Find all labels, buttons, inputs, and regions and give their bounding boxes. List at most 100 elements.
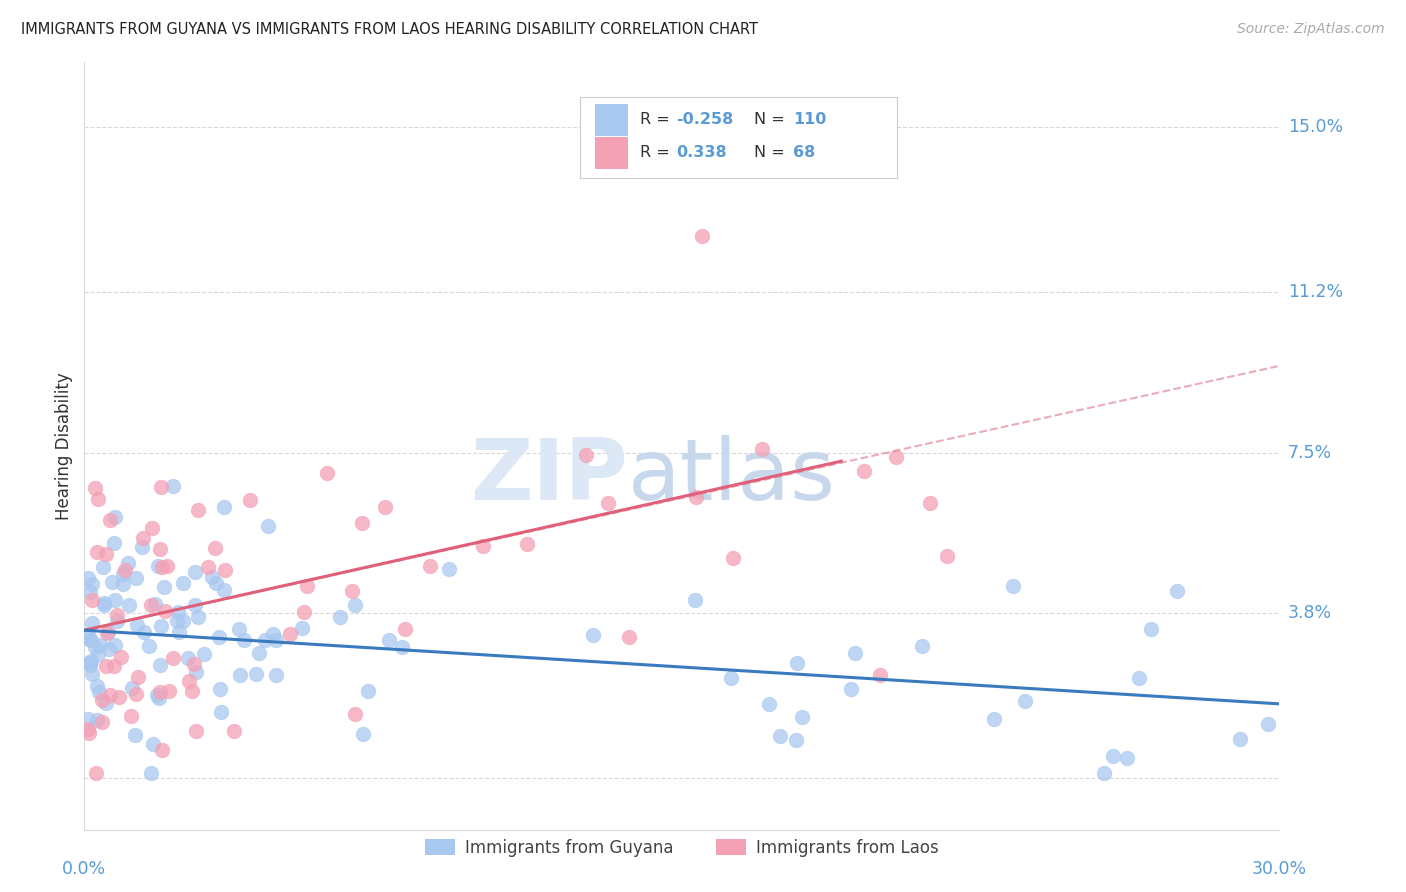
Point: [1257, 717, 1279, 731]
FancyBboxPatch shape: [581, 97, 897, 178]
Point: [91, 715, 114, 730]
Point: [111, 577, 134, 591]
Point: [143, 598, 166, 612]
Point: [141, 521, 163, 535]
Text: R =: R =: [640, 112, 675, 128]
Point: [103, 659, 125, 673]
Point: [132, 624, 155, 639]
Text: 7.5%: 7.5%: [1288, 443, 1331, 461]
Point: [239, 493, 262, 508]
Point: [79, 656, 101, 670]
Text: 0.0%: 0.0%: [62, 860, 107, 878]
Point: [786, 656, 808, 670]
Point: [87, 647, 110, 661]
Text: 0.338: 0.338: [676, 145, 727, 161]
Text: 11.2%: 11.2%: [1288, 283, 1343, 301]
Point: [124, 728, 146, 742]
Point: [852, 464, 875, 478]
Point: [149, 684, 172, 698]
Point: [769, 729, 792, 743]
Point: [117, 556, 139, 570]
Point: [127, 618, 149, 632]
Point: [104, 638, 127, 652]
Point: [257, 519, 280, 533]
Point: [350, 516, 373, 530]
Point: [983, 712, 1005, 726]
Point: [184, 724, 207, 739]
Point: [1115, 751, 1137, 765]
Point: [98, 513, 121, 527]
Point: [582, 628, 605, 642]
Text: IMMIGRANTS FROM GUYANA VS IMMIGRANTS FROM LAOS HEARING DISABILITY CORRELATION CH: IMMIGRANTS FROM GUYANA VS IMMIGRANTS FRO…: [21, 22, 758, 37]
Point: [149, 658, 172, 673]
Point: [209, 705, 232, 719]
Point: [297, 579, 319, 593]
Point: [155, 604, 177, 618]
Point: [315, 466, 337, 480]
Point: [96, 696, 118, 710]
Point: [125, 687, 148, 701]
Point: [86, 766, 108, 780]
Point: [264, 667, 287, 681]
Point: [98, 641, 121, 656]
Point: [77, 628, 100, 642]
Point: [101, 575, 124, 590]
Point: [90, 693, 112, 707]
Point: [721, 550, 744, 565]
Text: atlas: atlas: [628, 435, 837, 518]
Point: [183, 657, 205, 672]
Point: [1128, 671, 1150, 685]
Point: [208, 630, 231, 644]
Point: [214, 563, 236, 577]
Point: [290, 621, 312, 635]
Text: 68: 68: [793, 145, 815, 161]
Point: [911, 639, 934, 653]
Point: [77, 725, 100, 739]
Point: [193, 647, 215, 661]
Point: [77, 632, 100, 646]
Point: [132, 532, 155, 546]
Point: [79, 654, 101, 668]
Point: [352, 727, 374, 741]
Point: [683, 593, 706, 607]
Point: [150, 480, 173, 494]
Point: [884, 450, 907, 465]
Text: 30.0%: 30.0%: [1251, 860, 1308, 878]
Point: [77, 571, 100, 585]
Point: [264, 633, 287, 648]
Point: [91, 560, 114, 574]
Point: [83, 481, 105, 495]
Text: Source: ZipAtlas.com: Source: ZipAtlas.com: [1237, 22, 1385, 37]
Point: [197, 559, 219, 574]
Point: [187, 610, 209, 624]
Bar: [595, 136, 628, 169]
Point: [108, 690, 131, 705]
Point: [114, 563, 136, 577]
Point: [166, 614, 188, 628]
Point: [110, 650, 132, 665]
Point: [150, 560, 173, 574]
Legend: Immigrants from Guyana, Immigrants from Laos: Immigrants from Guyana, Immigrants from …: [419, 832, 945, 863]
Point: [96, 625, 118, 640]
Point: [145, 688, 167, 702]
Point: [391, 640, 413, 655]
Point: [181, 683, 204, 698]
Point: [117, 598, 139, 612]
Point: [79, 632, 101, 647]
Point: [103, 535, 125, 549]
Point: [80, 615, 103, 630]
Text: ZIP: ZIP: [471, 435, 628, 518]
Point: [97, 625, 120, 640]
Bar: [595, 103, 628, 136]
Point: [516, 537, 538, 551]
Point: [138, 639, 160, 653]
Point: [156, 559, 179, 574]
Point: [183, 566, 205, 580]
Point: [162, 651, 184, 665]
Point: [758, 698, 780, 712]
Point: [157, 684, 180, 698]
Point: [139, 766, 162, 780]
Point: [121, 681, 143, 696]
Point: [229, 668, 252, 682]
Point: [86, 679, 108, 693]
